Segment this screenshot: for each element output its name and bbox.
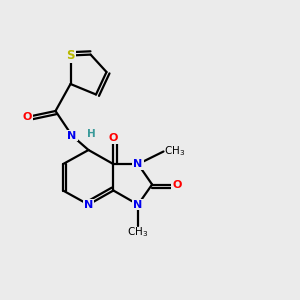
Text: N: N: [134, 200, 142, 210]
Text: N: N: [134, 159, 142, 169]
Text: O: O: [172, 179, 182, 190]
Text: N: N: [68, 130, 76, 141]
Text: H: H: [87, 129, 96, 139]
Text: N: N: [84, 200, 93, 210]
Text: O: O: [22, 112, 32, 122]
Text: CH$_3$: CH$_3$: [164, 145, 185, 158]
Text: S: S: [66, 49, 75, 62]
Text: O: O: [109, 133, 118, 143]
Text: CH$_3$: CH$_3$: [128, 226, 148, 239]
